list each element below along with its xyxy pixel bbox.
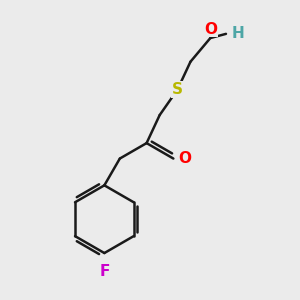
Text: O: O bbox=[204, 22, 217, 37]
Text: O: O bbox=[179, 151, 192, 166]
Text: S: S bbox=[172, 82, 183, 97]
Text: F: F bbox=[99, 264, 110, 279]
Text: H: H bbox=[232, 26, 244, 41]
